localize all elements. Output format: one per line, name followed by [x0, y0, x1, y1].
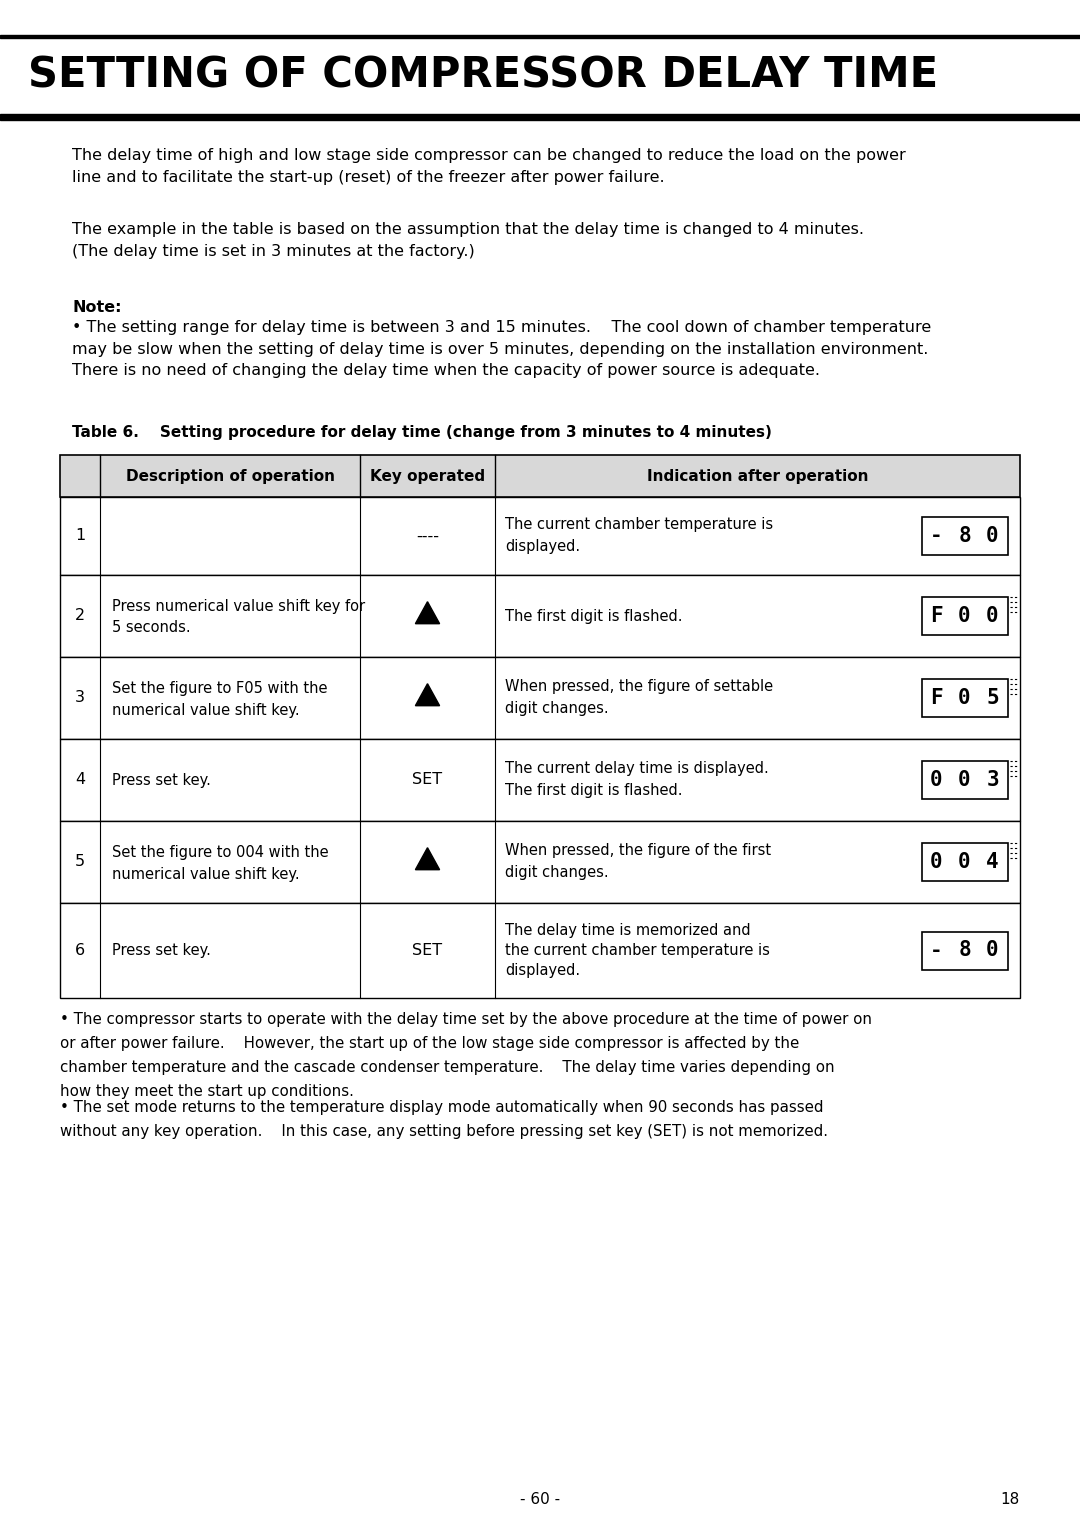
Text: 4: 4 — [986, 852, 999, 872]
Text: 5: 5 — [986, 689, 999, 709]
Text: the current chamber temperature is: the current chamber temperature is — [505, 944, 770, 957]
Text: 18: 18 — [1000, 1492, 1020, 1507]
Text: Press set key.: Press set key. — [112, 773, 211, 788]
Text: The delay time of high and low stage side compressor can be changed to reduce th: The delay time of high and low stage sid… — [72, 148, 906, 185]
Text: • The compressor starts to operate with the delay time set by the above procedur: • The compressor starts to operate with … — [60, 1012, 872, 1099]
Text: 5 seconds.: 5 seconds. — [112, 620, 191, 635]
Bar — [921, 680, 1008, 718]
Text: 3: 3 — [986, 770, 999, 789]
Text: The first digit is flashed.: The first digit is flashed. — [505, 783, 683, 799]
Bar — [60, 822, 1020, 902]
Text: 0: 0 — [930, 770, 943, 789]
Bar — [60, 496, 1020, 576]
Text: SET: SET — [413, 944, 443, 957]
Text: 5: 5 — [75, 855, 85, 869]
Text: 0: 0 — [958, 689, 971, 709]
Bar — [921, 518, 1008, 554]
Text: The first digit is flashed.: The first digit is flashed. — [505, 608, 683, 623]
Text: Set the figure to 004 with the: Set the figure to 004 with the — [112, 844, 328, 860]
Text: 0: 0 — [958, 852, 971, 872]
Bar — [60, 657, 1020, 739]
Text: 0: 0 — [958, 606, 971, 626]
Text: 8: 8 — [958, 525, 971, 547]
Polygon shape — [416, 602, 440, 623]
Text: Press set key.: Press set key. — [112, 944, 211, 957]
Bar — [921, 760, 1008, 799]
Text: Press numerical value shift key for: Press numerical value shift key for — [112, 599, 365, 614]
Text: • The setting range for delay time is between 3 and 15 minutes.    The cool down: • The setting range for delay time is be… — [72, 321, 931, 379]
Text: ----: ---- — [416, 528, 438, 544]
Text: -: - — [930, 525, 943, 547]
Text: The current delay time is displayed.: The current delay time is displayed. — [505, 762, 769, 777]
Text: SETTING OF COMPRESSOR DELAY TIME: SETTING OF COMPRESSOR DELAY TIME — [28, 53, 939, 96]
Text: - 60 -: - 60 - — [519, 1492, 561, 1507]
Polygon shape — [416, 847, 440, 870]
Text: Indication after operation: Indication after operation — [647, 469, 868, 484]
Text: 8: 8 — [958, 941, 971, 960]
Text: displayed.: displayed. — [505, 539, 580, 554]
Text: SET: SET — [413, 773, 443, 788]
Bar — [60, 902, 1020, 999]
Text: When pressed, the figure of the first: When pressed, the figure of the first — [505, 843, 771, 858]
Text: numerical value shift key.: numerical value shift key. — [112, 866, 299, 881]
Text: 1: 1 — [75, 528, 85, 544]
Bar — [921, 931, 1008, 970]
Text: 0: 0 — [986, 941, 999, 960]
Text: digit changes.: digit changes. — [505, 701, 609, 716]
Polygon shape — [416, 684, 440, 705]
Text: F: F — [930, 606, 943, 626]
Bar — [0, 38, 1080, 115]
Text: When pressed, the figure of settable: When pressed, the figure of settable — [505, 680, 773, 695]
Text: 0: 0 — [986, 525, 999, 547]
Text: The example in the table is based on the assumption that the delay time is chang: The example in the table is based on the… — [72, 221, 864, 258]
Text: The current chamber temperature is: The current chamber temperature is — [505, 518, 773, 533]
Bar — [0, 35, 1080, 38]
Bar — [60, 576, 1020, 657]
Text: Key operated: Key operated — [370, 469, 485, 484]
Bar — [60, 739, 1020, 822]
Text: 4: 4 — [75, 773, 85, 788]
Text: displayed.: displayed. — [505, 964, 580, 977]
Text: 3: 3 — [75, 690, 85, 705]
Text: The delay time is memorized and: The delay time is memorized and — [505, 922, 751, 938]
Text: digit changes.: digit changes. — [505, 866, 609, 881]
Text: • The set mode returns to the temperature display mode automatically when 90 sec: • The set mode returns to the temperatur… — [60, 1099, 828, 1139]
Text: F: F — [930, 689, 943, 709]
Text: Set the figure to F05 with the: Set the figure to F05 with the — [112, 681, 327, 695]
Bar — [60, 455, 1020, 496]
Bar — [921, 843, 1008, 881]
Text: 0: 0 — [986, 606, 999, 626]
Text: Note:: Note: — [72, 299, 121, 315]
Text: numerical value shift key.: numerical value shift key. — [112, 702, 299, 718]
Text: 0: 0 — [930, 852, 943, 872]
Bar — [0, 115, 1080, 121]
Text: -: - — [930, 941, 943, 960]
Text: 2: 2 — [75, 608, 85, 623]
Text: 0: 0 — [958, 770, 971, 789]
Text: Description of operation: Description of operation — [125, 469, 335, 484]
Text: Table 6.    Setting procedure for delay time (change from 3 minutes to 4 minutes: Table 6. Setting procedure for delay tim… — [72, 425, 772, 440]
Bar — [921, 597, 1008, 635]
Text: 6: 6 — [75, 944, 85, 957]
